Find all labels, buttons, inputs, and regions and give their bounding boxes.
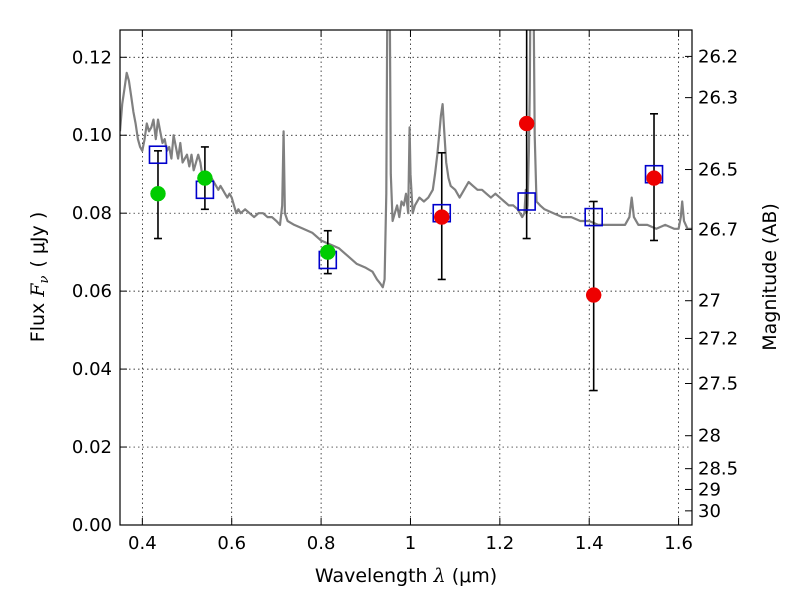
model-photometry-square bbox=[584, 207, 603, 227]
y2-tick-label: 27 bbox=[698, 291, 721, 312]
x-tick-label: 1.4 bbox=[575, 533, 604, 554]
x-tick-label: 0.4 bbox=[128, 533, 157, 554]
model-photometry-square bbox=[517, 192, 536, 211]
y-tick-label: 0.12 bbox=[72, 47, 112, 68]
observed-point-red bbox=[646, 170, 662, 186]
y2-tick-label: 26.3 bbox=[698, 88, 738, 109]
y2-tick-label: 27.2 bbox=[698, 328, 738, 349]
model-spectrum-line bbox=[120, 30, 692, 289]
y-tick-label: 0.00 bbox=[72, 515, 112, 536]
y2-tick-label: 26.7 bbox=[698, 219, 738, 240]
y-tick-label: 0.06 bbox=[72, 281, 112, 302]
y2-tick-label: 30 bbox=[698, 501, 721, 522]
y2-tick-label: 26.5 bbox=[698, 160, 738, 181]
observed-point-green bbox=[150, 185, 166, 202]
y2-tick-label: 27.5 bbox=[698, 373, 738, 394]
x-tick-label: 0.8 bbox=[307, 533, 336, 554]
y-tick-label: 0.08 bbox=[72, 203, 112, 224]
axes-ticks: 0.4 0.6 0.8 1 1.2 1.4 1.6 0.00 0.02 0.04 0.06 0.08 0… bbox=[72, 30, 738, 554]
observed-point-red bbox=[518, 115, 535, 132]
observed-point-red bbox=[585, 287, 602, 303]
plot-area bbox=[120, 30, 692, 392]
plot-frame bbox=[119, 29, 693, 526]
observed-point-green bbox=[320, 244, 336, 260]
x-axis-label: Wavelength λ (μm) bbox=[315, 565, 497, 587]
model-photometry-points bbox=[148, 145, 664, 270]
y-tick-label: 0.02 bbox=[72, 437, 112, 458]
observed-point-red bbox=[434, 209, 450, 225]
y-axis-label: Flux Fν( μJy ) bbox=[27, 212, 52, 342]
x-tick-label: 1.2 bbox=[486, 533, 515, 554]
y-tick-label: 0.04 bbox=[72, 359, 112, 380]
x-tick-label: 1 bbox=[405, 533, 416, 554]
grid bbox=[120, 30, 692, 526]
observed-points bbox=[150, 115, 662, 303]
y2-tick-label: 29 bbox=[698, 479, 721, 500]
y2-axis-label: Magnitude (AB) bbox=[759, 203, 781, 351]
x-tick-label: 0.6 bbox=[217, 533, 246, 554]
x-tick-label: 1.6 bbox=[664, 533, 693, 554]
y2-tick-label: 26.2 bbox=[698, 46, 738, 67]
observed-point-green bbox=[197, 170, 213, 186]
y-tick-label: 0.10 bbox=[72, 125, 112, 146]
y2-tick-label: 28.5 bbox=[698, 459, 738, 480]
model-photometry-square bbox=[148, 145, 168, 165]
y2-tick-label: 28 bbox=[698, 426, 721, 447]
